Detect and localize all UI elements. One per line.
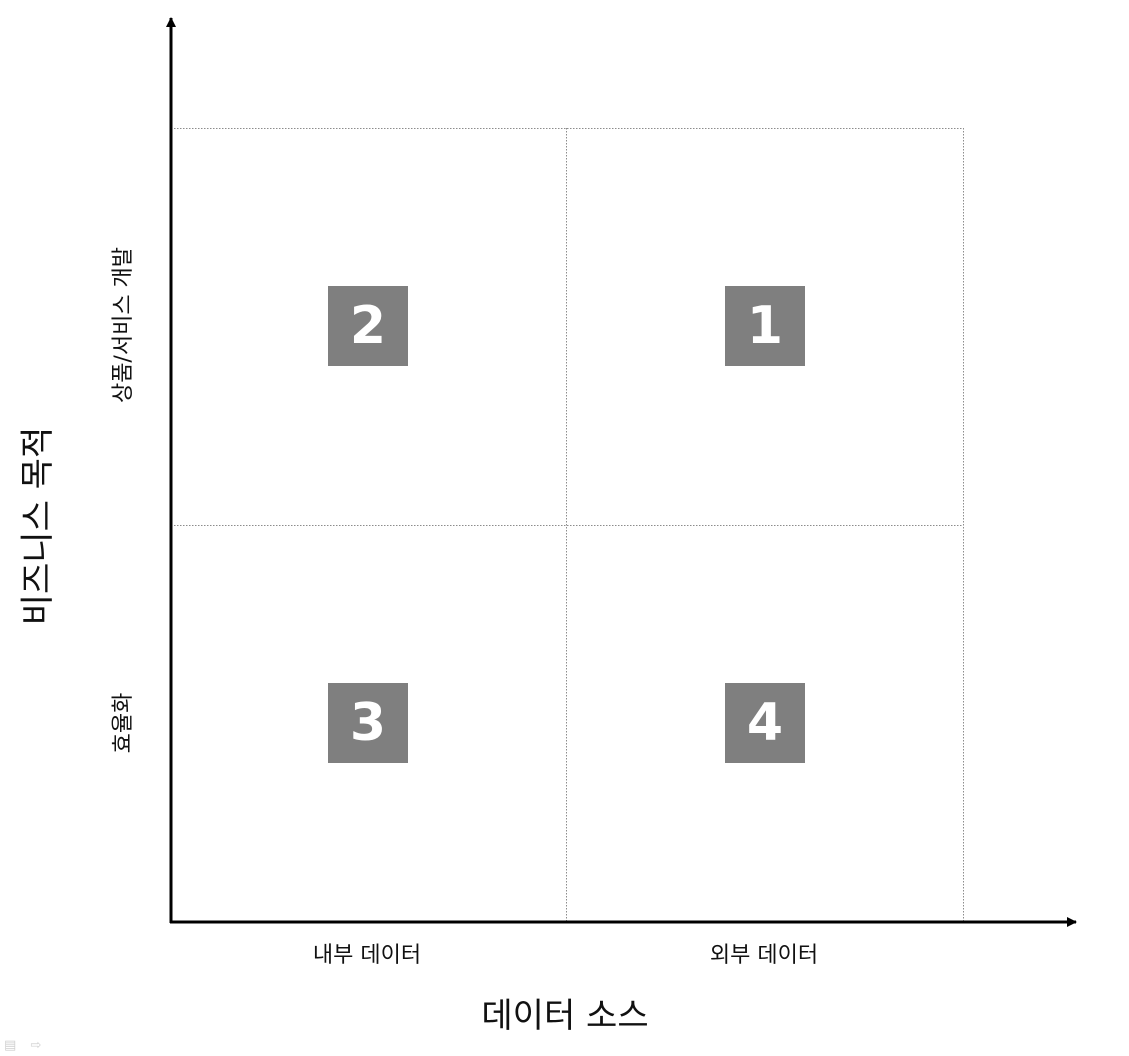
y-category-efficiency: 효율화 [111, 692, 136, 754]
x-category-external-data: 외부 데이터 [709, 943, 819, 968]
x-category-internal-data: 내부 데이터 [312, 943, 422, 968]
x-axis-title: 데이터 소스 [481, 996, 649, 1036]
arrow-right-icon[interactable]: ⇨ [30, 1038, 42, 1053]
quadrant-4-badge: 4 [725, 683, 805, 763]
y-category-product-service-development: 상품/서비스 개발 [111, 246, 136, 404]
quadrant-grid [171, 128, 964, 922]
quadrant-1-badge: 1 [725, 286, 805, 366]
slide-nav-controls: ▤ ⇨ [4, 1038, 41, 1054]
quadrant-3-badge: 3 [328, 683, 408, 763]
y-axis-title: 비즈니스 목적 [18, 426, 58, 626]
menu-icon[interactable]: ▤ [4, 1038, 17, 1053]
quadrant-2-badge: 2 [328, 286, 408, 366]
